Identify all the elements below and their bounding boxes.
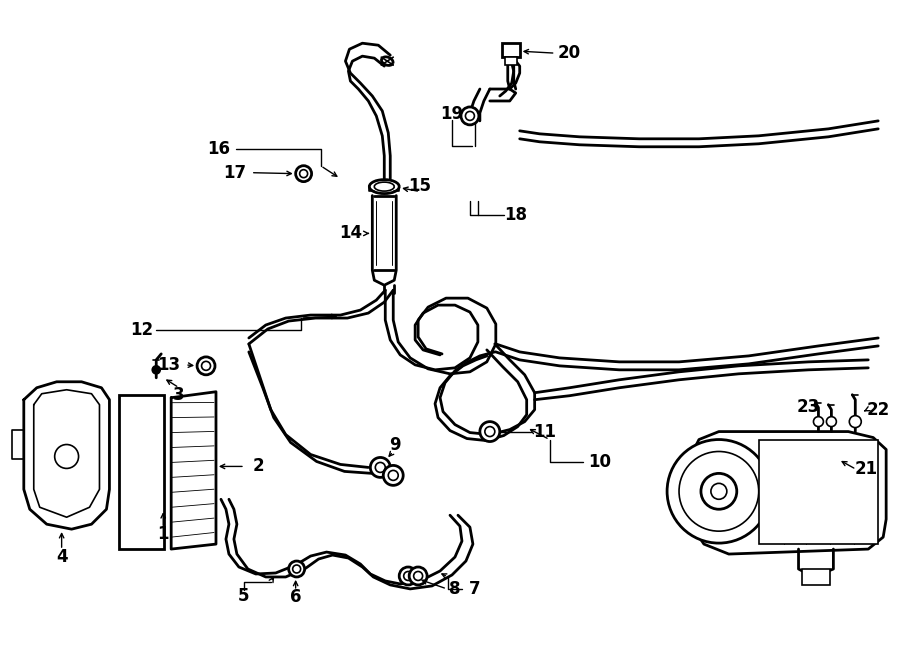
- Circle shape: [404, 572, 413, 580]
- Text: 12: 12: [130, 321, 153, 339]
- Text: 2: 2: [253, 457, 265, 475]
- Circle shape: [701, 473, 737, 509]
- Bar: [802, 569, 831, 585]
- Circle shape: [400, 567, 417, 585]
- Text: 10: 10: [588, 453, 611, 471]
- Text: 9: 9: [390, 436, 401, 453]
- Text: 6: 6: [290, 588, 302, 606]
- Text: 21: 21: [855, 461, 878, 479]
- Text: 14: 14: [339, 225, 362, 243]
- Bar: [120, 395, 164, 549]
- Circle shape: [480, 422, 500, 442]
- Text: 1: 1: [158, 525, 169, 543]
- Text: 23: 23: [796, 398, 820, 416]
- Circle shape: [711, 483, 727, 499]
- Text: 11: 11: [533, 422, 556, 441]
- Bar: [502, 43, 519, 57]
- Text: 18: 18: [504, 206, 527, 225]
- Circle shape: [410, 567, 427, 585]
- Circle shape: [679, 451, 759, 531]
- Circle shape: [826, 416, 836, 426]
- Text: 4: 4: [56, 548, 68, 566]
- Circle shape: [375, 463, 385, 473]
- Text: 19: 19: [440, 105, 464, 123]
- Circle shape: [292, 565, 301, 573]
- Circle shape: [485, 426, 495, 436]
- Text: 20: 20: [558, 44, 581, 62]
- Circle shape: [370, 457, 391, 477]
- Circle shape: [55, 444, 78, 469]
- Circle shape: [461, 107, 479, 125]
- Text: 16: 16: [208, 139, 230, 158]
- Circle shape: [296, 166, 311, 182]
- Text: 7: 7: [469, 580, 481, 598]
- Text: 13: 13: [158, 356, 181, 374]
- Circle shape: [383, 465, 403, 485]
- Text: 3: 3: [174, 386, 185, 404]
- Text: 15: 15: [409, 176, 432, 194]
- Text: 17: 17: [223, 164, 247, 182]
- Circle shape: [300, 170, 308, 178]
- Circle shape: [388, 471, 398, 481]
- Bar: [505, 57, 517, 65]
- Circle shape: [289, 561, 304, 577]
- Text: 22: 22: [867, 401, 890, 418]
- Circle shape: [850, 416, 861, 428]
- Circle shape: [667, 440, 770, 543]
- Text: 5: 5: [238, 587, 249, 605]
- Circle shape: [814, 416, 824, 426]
- Text: 8: 8: [449, 580, 461, 598]
- Circle shape: [152, 366, 160, 374]
- Circle shape: [414, 572, 423, 580]
- Circle shape: [465, 112, 474, 120]
- Circle shape: [197, 357, 215, 375]
- Bar: [759, 440, 878, 544]
- Circle shape: [202, 362, 211, 370]
